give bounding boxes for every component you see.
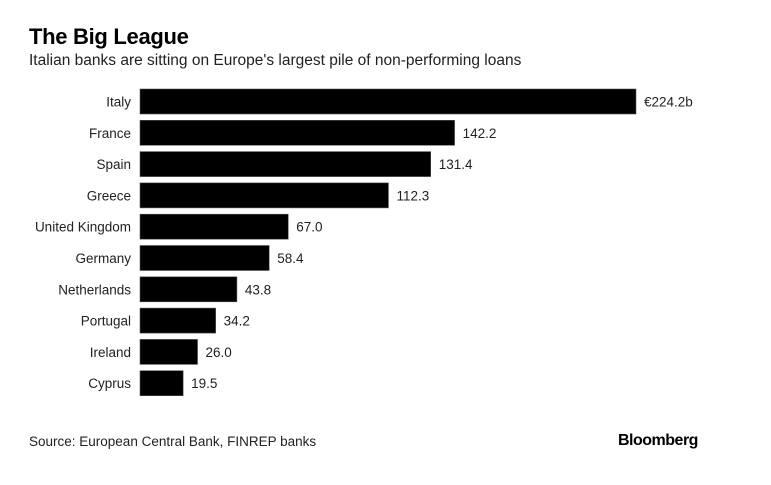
bar-ireland	[139, 339, 198, 365]
bar-france	[139, 119, 455, 146]
data-label: 43.8	[245, 282, 271, 297]
category-label: Italy	[106, 95, 131, 110]
bloomberg-logo: Bloomberg	[618, 432, 698, 449]
category-label: France	[89, 126, 131, 141]
data-label: 67.0	[296, 220, 322, 235]
data-label: 58.4	[277, 251, 304, 266]
bar-italy	[139, 88, 637, 115]
category-label: Portugal	[81, 314, 131, 329]
bar-united-kingdom	[139, 213, 289, 240]
data-label: 19.5	[191, 376, 217, 391]
category-label: Netherlands	[58, 282, 131, 297]
data-label: 142.2	[463, 126, 497, 141]
bar-spain	[139, 151, 431, 177]
bar-cyprus	[139, 370, 184, 397]
category-label: United Kingdom	[35, 220, 131, 235]
data-label: €224.2b	[644, 95, 693, 110]
chart-title: The Big League	[29, 24, 189, 49]
category-label: Spain	[96, 157, 131, 172]
data-label: 131.4	[439, 157, 473, 172]
bar-germany	[139, 245, 270, 271]
category-label: Ireland	[90, 345, 131, 360]
source-note: Source: European Central Bank, FINREP ba…	[29, 434, 317, 449]
data-label: 34.2	[224, 314, 250, 329]
category-label: Cyprus	[88, 376, 131, 391]
chart-subtitle: Italian banks are sitting on Europe's la…	[29, 52, 522, 69]
data-label: 112.3	[396, 188, 429, 203]
bar-chart: Italy €224.2b France 142.2 Spain 131.4 Greece 1…	[35, 88, 693, 397]
bar-portugal	[139, 307, 216, 334]
category-label: Germany	[75, 251, 131, 266]
bar-netherlands	[139, 276, 238, 303]
data-label: 26.0	[206, 345, 232, 360]
category-label: Greece	[87, 188, 131, 203]
bar-greece	[139, 182, 389, 209]
